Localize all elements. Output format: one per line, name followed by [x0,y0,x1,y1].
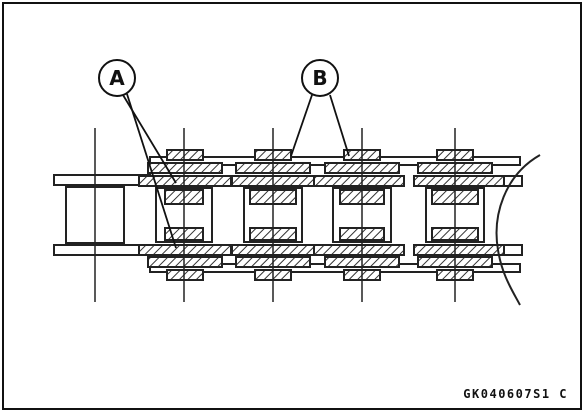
chain-right-plates [503,175,523,256]
roller-1 [138,149,232,281]
callout-b: B [290,59,350,157]
pin-centerlines [94,128,456,302]
roller-4 [413,149,505,281]
chain-end-plates [53,174,151,256]
figure-code: GK040607S1 C [463,387,568,401]
roller-3 [313,149,405,281]
sprocket-outline [495,154,541,306]
callout-a-label: A [109,66,125,90]
callout-b-label: B [312,66,327,90]
callout-a: A [98,59,177,249]
